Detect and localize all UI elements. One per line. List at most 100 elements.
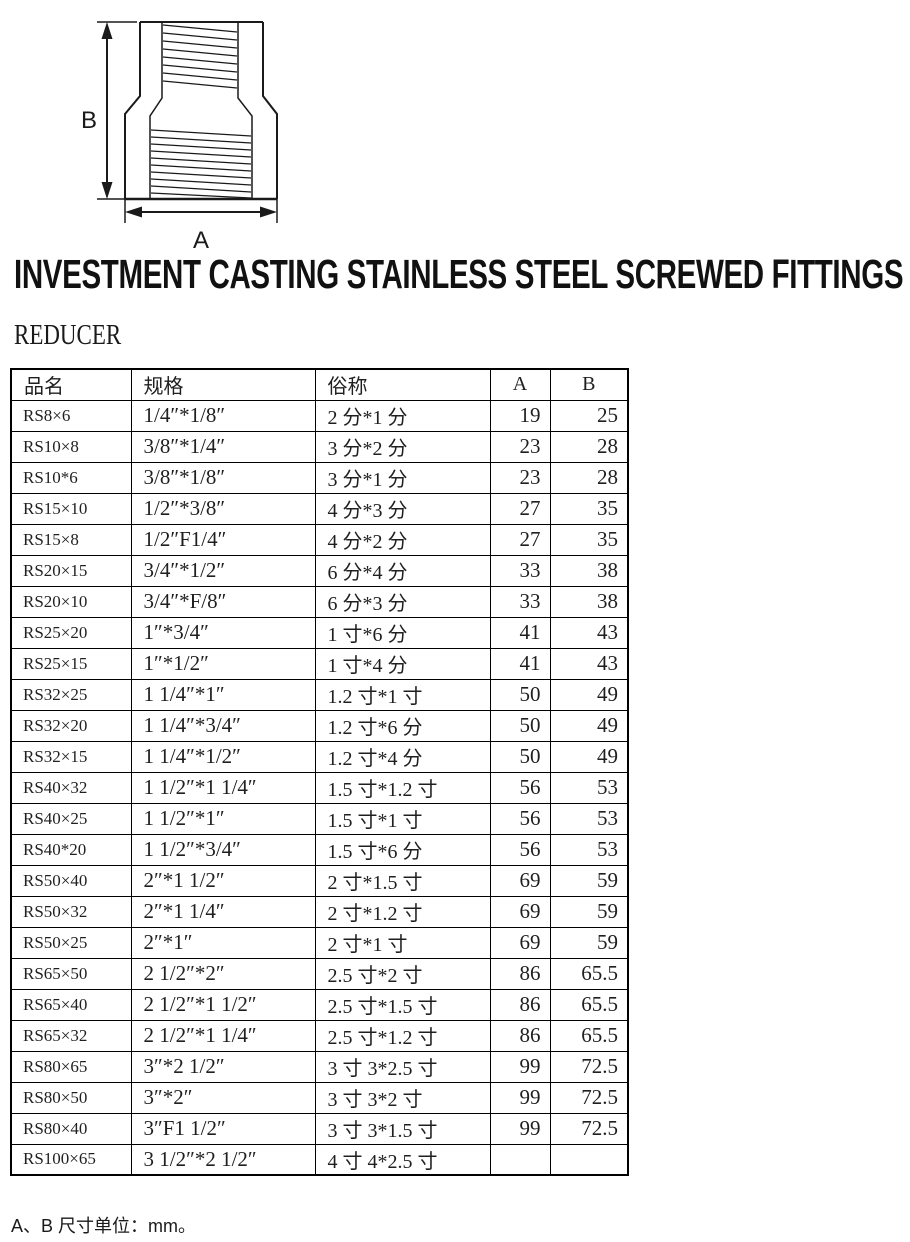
dim-a-cell: 99 [489,1050,551,1083]
dim-a-cell: 99 [489,1112,551,1145]
product-name-cell: RS15×8 [10,523,132,556]
product-name-cell: RS65×50 [10,957,132,990]
dim-b-cell: 28 [549,430,629,463]
dim-a-cell: 50 [489,709,551,742]
spec-cell: 2″*1″ [130,926,316,959]
table-row: RS65×40 2 1/2″*1 1/2″ 2.5 寸*1.5 寸 86 65.5 [10,988,629,1021]
table-row: RS20×10 3/4″*F/8″ 6 分*3 分 33 38 [10,585,629,618]
dim-b-cell: 72.5 [549,1081,629,1114]
spec-table-body: RS8×6 1/4″*1/8″ 2 分*1 分 19 25 RS10×8 3/8″*1/4″… [10,399,629,1176]
table-row: RS80×65 3″*2 1/2″ 3 寸 3*2.5 寸 99 72.5 [10,1050,629,1083]
dim-b-cell: 49 [549,709,629,742]
header-dim-b: B [549,368,629,401]
product-name-cell: RS32×20 [10,709,132,742]
dim-a-cell: 69 [489,926,551,959]
common-name-cell: 3 分*2 分 [314,430,491,463]
dim-b-cell: 43 [549,647,629,680]
common-name-cell: 1 寸*4 分 [314,647,491,680]
common-name-cell: 3 分*1 分 [314,461,491,494]
dim-a-cell: 33 [489,554,551,587]
table-row: RS80×40 3″F1 1/2″ 3 寸 3*1.5 寸 99 72.5 [10,1112,629,1145]
dim-a-cell: 69 [489,895,551,928]
table-row: RS25×15 1″*1/2″ 1 寸*4 分 41 43 [10,647,629,680]
dim-a-label: A [193,227,209,253]
spec-cell: 1/2″*3/8″ [130,492,316,525]
dim-b-cell: 25 [549,399,629,432]
spec-cell: 1″*1/2″ [130,647,316,680]
dim-b-cell: 35 [549,523,629,556]
fitting-inner-bore [149,22,253,199]
dim-b-cell: 59 [549,864,629,897]
fitting-outer-body [124,21,278,199]
dim-a-cell: 86 [489,988,551,1021]
dim-b-cell: 38 [549,554,629,587]
spec-cell: 3″*2″ [130,1081,316,1114]
table-row: RS32×20 1 1/4″*3/4″ 1.2 寸*6 分 50 49 [10,709,629,742]
dim-b-cell: 59 [549,895,629,928]
common-name-cell: 3 寸 3*1.5 寸 [314,1112,491,1145]
spec-cell: 1 1/2″*1″ [130,802,316,835]
dim-a-cell: 86 [489,957,551,990]
top-thread-hatch [162,24,238,89]
spec-cell: 2″*1 1/4″ [130,895,316,928]
dim-b-cell: 72.5 [549,1050,629,1083]
common-name-cell: 1.5 寸*6 分 [314,833,491,866]
dim-a-cell: 27 [489,492,551,525]
page-title: INVESTMENT CASTING STAINLESS STEEL SCREW… [14,251,904,297]
dim-a-cell: 27 [489,523,551,556]
dim-b-arrow-down-icon [101,182,113,199]
common-name-cell: 2 寸*1 寸 [314,926,491,959]
table-row: RS65×50 2 1/2″*2″ 2.5 寸*2 寸 86 65.5 [10,957,629,990]
dim-a-arrow-left-icon [125,206,142,218]
dim-a-cell: 19 [489,399,551,432]
table-row: RS40×25 1 1/2″*1″ 1.5 寸*1 寸 56 53 [10,802,629,835]
header-dim-a: A [489,368,551,401]
dim-b-cell: 28 [549,461,629,494]
dim-b-cell: 53 [549,802,629,835]
table-header-row: 品名 规格 俗称 A B [10,368,629,401]
dim-a-cell: 69 [489,864,551,897]
spec-cell: 1 1/4″*3/4″ [130,709,316,742]
table-row: RS100×65 3 1/2″*2 1/2″ 4 寸 4*2.5 寸 [10,1143,629,1176]
table-row: RS65×32 2 1/2″*1 1/4″ 2.5 寸*1.2 寸 86 65.5 [10,1019,629,1052]
spec-cell: 1/4″*1/8″ [130,399,316,432]
units-footnote: A、B 尺寸单位：mm。 [11,1216,197,1236]
spec-cell: 2 1/2″*2″ [130,957,316,990]
dim-b-arrow-up-icon [101,22,113,39]
product-name-cell: RS20×15 [10,554,132,587]
common-name-cell: 2.5 寸*1.5 寸 [314,988,491,1021]
table-row: RS32×15 1 1/4″*1/2″ 1.2 寸*4 分 50 49 [10,740,629,773]
header-spec: 规格 [130,368,316,401]
table-row: RS25×20 1″*3/4″ 1 寸*6 分 41 43 [10,616,629,649]
dim-b-cell: 38 [549,585,629,618]
spec-cell: 1/2″F1/4″ [130,523,316,556]
bottom-thread-hatch [150,129,252,199]
table-row: RS15×10 1/2″*3/8″ 4 分*3 分 27 35 [10,492,629,525]
spec-cell: 3/4″*F/8″ [130,585,316,618]
dim-a-cell: 56 [489,802,551,835]
header-product-name: 品名 [10,368,132,401]
dim-b-cell: 59 [549,926,629,959]
section-heading: REDUCER [14,320,122,351]
dim-b-cell: 43 [549,616,629,649]
spec-cell: 3″F1 1/2″ [130,1112,316,1145]
table-row: RS50×32 2″*1 1/4″ 2 寸*1.2 寸 69 59 [10,895,629,928]
spec-cell: 3/8″*1/4″ [130,430,316,463]
spec-cell: 3/8″*1/8″ [130,461,316,494]
spec-cell: 3″*2 1/2″ [130,1050,316,1083]
dim-b-cell: 72.5 [549,1112,629,1145]
dim-a-cell: 86 [489,1019,551,1052]
product-name-cell: RS65×40 [10,988,132,1021]
dim-b-cell: 49 [549,740,629,773]
product-name-cell: RS32×15 [10,740,132,773]
dim-b-cell [549,1143,629,1176]
dim-b-cell: 35 [549,492,629,525]
common-name-cell: 6 分*4 分 [314,554,491,587]
product-name-cell: RS65×32 [10,1019,132,1052]
reducer-spec-table: 品名 规格 俗称 A B RS8×6 1/4″*1/8″ 2 分*1 分 19 25 RS… [10,368,629,1176]
dim-a-cell: 33 [489,585,551,618]
product-name-cell: RS25×15 [10,647,132,680]
common-name-cell: 4 分*3 分 [314,492,491,525]
spec-cell: 1 1/2″*3/4″ [130,833,316,866]
